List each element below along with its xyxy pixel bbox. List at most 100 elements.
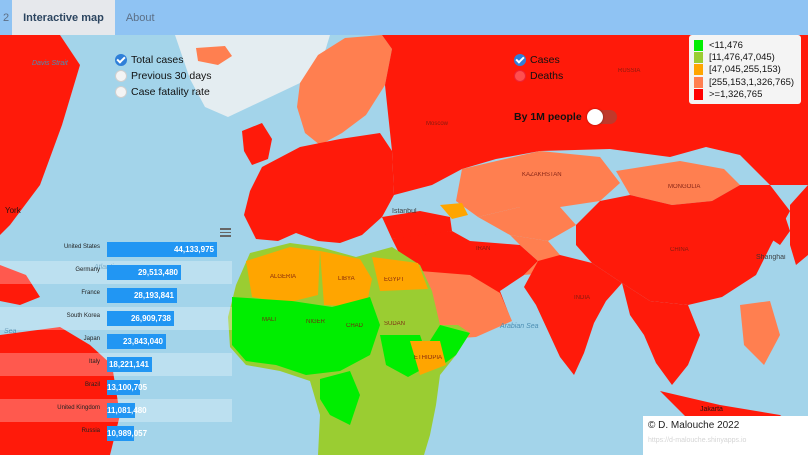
bar[interactable]	[107, 311, 174, 326]
bar-value-label: 10,989,057	[107, 429, 148, 438]
bar[interactable]	[107, 357, 152, 372]
bar-category-label: Japan	[83, 336, 100, 342]
libya	[320, 251, 372, 307]
per-million-toggle[interactable]	[586, 109, 617, 125]
tab-interactive-map[interactable]: Interactive map	[12, 0, 115, 35]
bar-category-label: United Kingdom	[57, 405, 100, 411]
bar[interactable]	[107, 380, 140, 395]
se-asia	[622, 283, 700, 385]
map-label-sea: Sea	[4, 328, 17, 335]
korea	[768, 213, 790, 245]
bar[interactable]	[107, 403, 135, 418]
map-label-india: INDIA	[574, 295, 590, 301]
bar-row: France 28,193,841	[0, 284, 232, 307]
europe	[244, 133, 394, 243]
ethiopia	[410, 341, 446, 375]
bar-value-label: 26,909,738	[130, 314, 171, 323]
legend-item: [255,153,1,326,765)	[689, 76, 801, 88]
algeria	[246, 247, 320, 303]
bar-category-label: Russia	[81, 428, 100, 434]
map-label-jakarta: Jakarta	[700, 406, 723, 413]
toggle-knob[interactable]	[586, 109, 603, 125]
philippines	[740, 301, 780, 365]
tab-about[interactable]: About	[125, 11, 155, 24]
tab-cut-off[interactable]: 2	[3, 11, 10, 24]
caucasus	[440, 203, 468, 219]
map-label-mongolia: MONGOLIA	[668, 184, 700, 190]
map-label-iran: IRAN	[476, 246, 490, 252]
scandinavia	[297, 35, 392, 145]
bar-row: Russia 10,989,057	[0, 422, 232, 445]
bar-value-label: 23,843,040	[122, 337, 163, 346]
bar-category-label: Italy	[88, 359, 100, 365]
option-deaths[interactable]: Deaths	[514, 68, 563, 84]
map-legend: <11,476 [11,476,47,045) [47,045,255,153)…	[689, 35, 801, 104]
china	[576, 185, 790, 305]
radio-icon[interactable]	[115, 86, 127, 98]
mongolia	[616, 161, 740, 205]
bar[interactable]	[107, 334, 166, 349]
option-total-cases[interactable]: Total cases	[115, 52, 212, 68]
map-label-china: CHINA	[670, 247, 689, 253]
map-label-niger: NIGER	[306, 319, 326, 325]
bar-row: United States 44,133,975	[0, 238, 232, 261]
map-label-libya: LIBYA	[338, 276, 355, 282]
checked-radio-icon[interactable]	[514, 53, 526, 66]
uk	[242, 123, 272, 165]
bar-category-label: South Korea	[66, 313, 100, 319]
top-navbar: 2 Interactive map About	[0, 0, 808, 35]
top-countries-bar-chart: United States 44,133,975 Germany 29,513,480…	[0, 238, 232, 455]
credit-link[interactable]: https://d-malouche.shinyapps.io	[648, 437, 747, 444]
north-america	[0, 35, 80, 235]
bar[interactable]	[107, 426, 134, 441]
bar-category-label: France	[81, 290, 100, 296]
bar-row: Italy 18,221,141	[0, 353, 232, 376]
bar-value-label: 28,193,841	[133, 291, 174, 300]
bar-row: South Korea 26,909,738	[0, 307, 232, 330]
map-label-arabian-sea: Arabian Sea	[499, 323, 539, 330]
credit-text: © D. Malouche 2022	[648, 420, 740, 431]
legend-swatch	[694, 76, 703, 88]
radio-icon[interactable]	[514, 70, 526, 82]
bar-value-label: 11,081,480	[107, 406, 147, 415]
legend-swatch	[694, 39, 703, 51]
bar-value-label: 13,100,705	[107, 383, 148, 392]
turkey	[382, 211, 452, 239]
option-cases[interactable]: Cases	[514, 52, 563, 68]
toggle-label: By 1M people	[514, 111, 582, 123]
bar-row: Brazil 13,100,705	[0, 376, 232, 399]
credit-box: © D. Malouche 2022 https://d-malouche.sh…	[643, 416, 808, 455]
map-label-russia: RUSSIA	[618, 68, 640, 74]
checked-radio-icon[interactable]	[115, 53, 127, 66]
caribbean	[0, 265, 40, 305]
map-label-sudan: SUDAN	[384, 321, 405, 327]
bar-value-label: 18,221,141	[108, 360, 149, 369]
map-label-istanbul: Istanbul	[392, 208, 417, 215]
legend-swatch	[694, 64, 703, 76]
arabia	[420, 271, 512, 339]
map-label-mali: MALI	[262, 317, 276, 323]
map-label-chad: CHAD	[346, 323, 364, 329]
layer-selector: Cases Deaths	[514, 52, 563, 84]
metric-selector: Total cases Previous 30 days Case fatali…	[115, 52, 212, 100]
map-label-shanghai: Shanghai	[756, 254, 786, 261]
sahel	[232, 297, 380, 375]
bar[interactable]	[107, 265, 181, 280]
map-label-kazakhstan: KAZAKHSTAN	[522, 172, 562, 178]
option-previous-30-days[interactable]: Previous 30 days	[115, 68, 212, 84]
radio-icon[interactable]	[115, 70, 127, 82]
bar[interactable]	[107, 288, 177, 303]
bar-row: Japan 23,843,040	[0, 330, 232, 353]
bar-value-label: 29,513,480	[137, 268, 178, 277]
bar[interactable]	[107, 242, 217, 257]
map-label-davis: Davis Strait	[32, 60, 69, 67]
central-asia	[478, 207, 576, 241]
legend-item: [11,476,47,045)	[689, 51, 801, 63]
hamburger-menu-icon[interactable]	[220, 226, 231, 239]
central-africa	[320, 371, 360, 425]
per-million-toggle-group: By 1M people	[514, 109, 617, 125]
legend-item: >=1,326,765	[689, 88, 801, 100]
bar-row: Germany 29,513,480	[0, 261, 232, 284]
legend-swatch	[694, 51, 703, 63]
option-case-fatality-rate[interactable]: Case fatality rate	[115, 84, 212, 100]
